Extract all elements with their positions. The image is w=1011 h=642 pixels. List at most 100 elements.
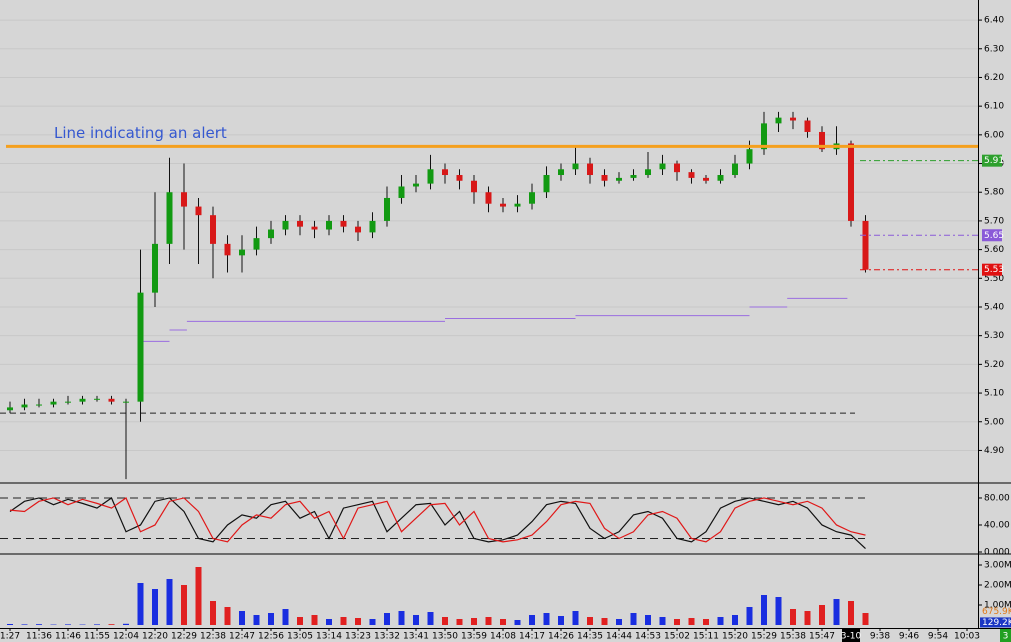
x-tick-label: 13:23: [345, 632, 371, 642]
candle-body: [268, 229, 274, 239]
price-tag-bg: [982, 154, 1002, 167]
price-tag: 5.53: [984, 265, 1004, 275]
x-tick-label: 13:05: [287, 632, 313, 642]
candle-body: [355, 226, 361, 233]
volume-bar: [282, 609, 289, 625]
volume-bar: [326, 619, 332, 625]
y-tick-label: 6.20: [984, 73, 1004, 83]
candle-body: [862, 220, 869, 270]
volume-bar: [862, 613, 869, 625]
volume-bar: [224, 607, 231, 625]
candle-body: [311, 226, 318, 230]
y-tick-label: 80.00: [984, 493, 1010, 503]
candle-body: [297, 220, 303, 227]
x-tick-label: 3-10: [841, 632, 862, 642]
volume-bar: [775, 597, 782, 625]
volume-bar: [558, 616, 564, 625]
candle-body: [137, 292, 144, 402]
candle-body: [123, 401, 129, 403]
volume-bar: [398, 611, 405, 625]
x-tick-label: 12:29: [171, 632, 197, 642]
price-tag-bg: [982, 263, 1002, 276]
volume-tag: 129.2K: [982, 618, 1011, 628]
volume-bar: [297, 617, 303, 625]
volume-bar: [587, 617, 593, 625]
candle-body: [152, 243, 158, 293]
y-tick-label: 0.000: [984, 547, 1010, 557]
volume-bar: [340, 617, 347, 625]
x-tick-label: 11:46: [55, 632, 81, 642]
volume-bar: [630, 613, 637, 625]
candle-body: [195, 206, 202, 216]
x-tick-label: 14:26: [548, 632, 574, 642]
candle-body: [21, 404, 28, 408]
candle-body: [340, 220, 347, 227]
volume-bar: [688, 618, 695, 625]
candle-body: [166, 192, 173, 244]
candle-body: [572, 163, 579, 170]
volume-bar: [152, 589, 158, 625]
x-tick-label: 13:50: [432, 632, 458, 642]
candle-body: [790, 117, 796, 121]
x-tick-label: 9:38: [870, 632, 890, 642]
x-tick-label: 14:08: [490, 632, 516, 642]
candle-body: [848, 143, 854, 221]
volume-bar: [819, 605, 825, 625]
volume-bar: [848, 601, 854, 625]
candle-body: [616, 177, 622, 181]
x-tick-label: 14:53: [635, 632, 661, 642]
volume-bar: [746, 607, 753, 625]
volume-tag-bg: [980, 617, 1011, 628]
x-tick-label: 12:47: [229, 632, 255, 642]
volume-bar: [268, 613, 274, 625]
volume-bar: [195, 567, 202, 625]
candle-body: [50, 401, 57, 405]
volume-bar: [514, 620, 521, 625]
volume-bar: [65, 624, 71, 625]
candle-body: [746, 149, 753, 164]
volume-bar: [311, 615, 318, 625]
volume-bar: [239, 611, 245, 625]
candle-body: [36, 404, 42, 406]
volume-bar: [674, 619, 680, 625]
x-tick-label: 12:20: [142, 632, 168, 642]
candle-body: [630, 175, 637, 178]
volume-bar: [601, 618, 608, 625]
candle-body: [775, 117, 782, 124]
candle-body: [413, 183, 419, 187]
candle-body: [282, 220, 289, 230]
candle-body: [514, 203, 521, 207]
candle-body: [645, 169, 651, 176]
x-tick-label: 11:55: [84, 632, 110, 642]
volume-bar: [485, 617, 492, 625]
volume-bar: [790, 609, 796, 625]
y-tick-label: 3.00M: [984, 561, 1011, 571]
volume-bar: [384, 613, 390, 625]
oscillator-line: [9, 497, 866, 550]
volume-bar: [355, 618, 361, 625]
x-tick-label: 15:11: [693, 632, 719, 642]
y-tick-label: 4.90: [984, 446, 1004, 456]
volume-bar: [108, 624, 115, 625]
volume-bar: [703, 619, 709, 625]
candle-body: [442, 169, 448, 176]
alert-label: Line indicating an alert: [54, 124, 227, 142]
y-tick-label: 6.10: [984, 102, 1004, 112]
volume-bar: [732, 615, 738, 625]
volume-bar: [166, 579, 173, 625]
volume-bar: [181, 585, 187, 625]
candle-body: [804, 120, 811, 132]
volume-tag: 675.9K: [982, 607, 1011, 617]
x-tick-label: 9:46: [899, 632, 919, 642]
x-tick-label: 14:17: [519, 632, 545, 642]
x-tick-label: 13:41: [403, 632, 429, 642]
y-tick-label: 5.50: [984, 274, 1004, 284]
x-tick-label: 15:47: [809, 632, 835, 642]
x-tick-label: 1:27: [0, 632, 20, 642]
candle-body: [253, 238, 260, 250]
candle-body: [543, 175, 550, 193]
x-tick-label: 10:03: [954, 632, 980, 642]
y-tick-label: 5.10: [984, 389, 1004, 399]
volume-bar: [500, 619, 506, 625]
